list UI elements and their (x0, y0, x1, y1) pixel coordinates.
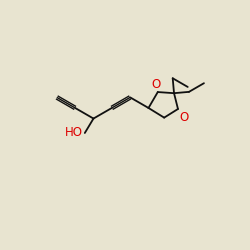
Text: HO: HO (64, 126, 82, 140)
Text: O: O (180, 110, 189, 124)
Text: O: O (152, 78, 161, 90)
